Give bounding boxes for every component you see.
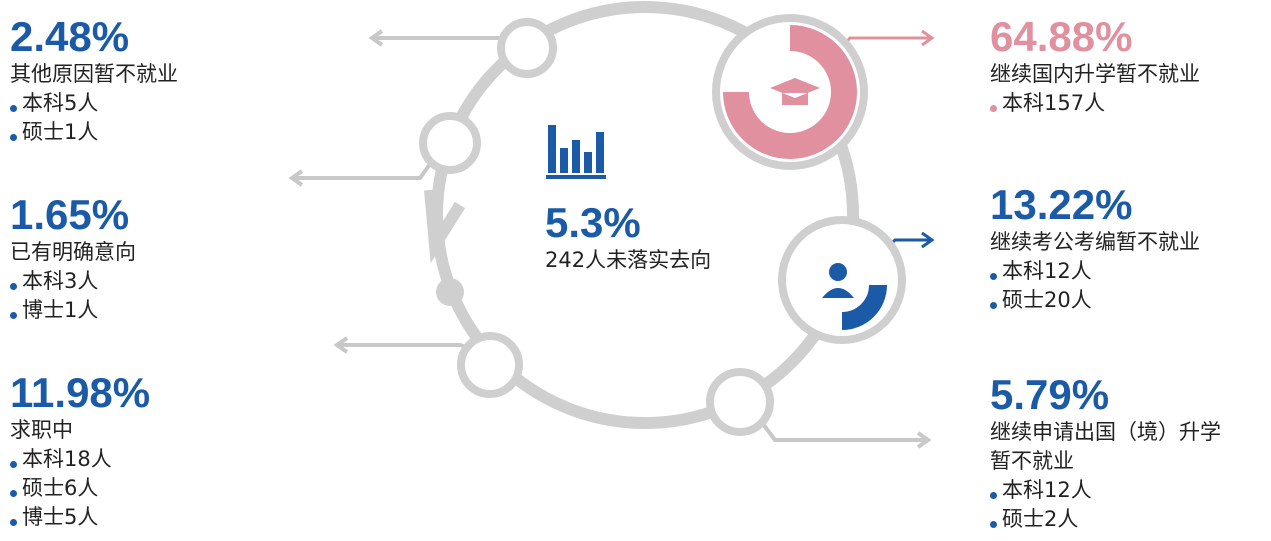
label: 继续国内升学暂不就业 (990, 62, 1200, 86)
label: 求职中 (10, 418, 73, 442)
bar-icon (546, 125, 606, 179)
center-label: 242人未落实去向 (545, 248, 712, 272)
percent: 64.88% (990, 13, 1133, 60)
bullet: 本科12人 (990, 257, 1200, 286)
pink-arc (723, 25, 857, 159)
label: 暂不就业 (990, 449, 1074, 473)
stat-item: 13.22% 继续考公考编暂不就业本科12人 硕士20人 (990, 182, 1200, 315)
bullet: 硕士6人 (10, 474, 150, 503)
percent: 1.65% (10, 191, 130, 238)
person-body (822, 288, 854, 298)
bullet: 博士5人 (10, 503, 150, 532)
bullet: 本科12人 (990, 476, 1221, 505)
stat-item: 1.65% 已有明确意向本科3人 博士1人 (10, 192, 136, 325)
label: 已有明确意向 (10, 240, 136, 264)
stat-item: 5.79% 继续申请出国（境）升学 暂不就业本科12人 硕士2人 (990, 372, 1221, 534)
center: 5.3% 242人未落实去向 (545, 200, 711, 275)
bullet: 硕士1人 (10, 118, 178, 147)
ring-arrow (424, 189, 466, 264)
label: 其他原因暂不就业 (10, 62, 178, 86)
bullet: 本科157人 (990, 89, 1200, 118)
bullet: 本科18人 (10, 445, 150, 474)
label: 继续考公考编暂不就业 (990, 230, 1200, 254)
bullet: 硕士20人 (990, 286, 1200, 315)
percent: 5.79% (990, 371, 1110, 418)
person-icon (829, 263, 847, 281)
bullet: 本科5人 (10, 89, 178, 118)
bullet: 硕士2人 (990, 505, 1221, 534)
percent: 13.22% (990, 181, 1133, 228)
bullet: 博士1人 (10, 296, 136, 325)
ring-dot (436, 278, 464, 306)
percent: 11.98% (10, 369, 151, 416)
blue-arc (841, 284, 887, 330)
stat-item: 2.48% 其他原因暂不就业本科5人 硕士1人 (10, 14, 178, 147)
percent: 2.48% (10, 13, 130, 60)
stat-item: 11.98% 求职中本科18人 硕士6人 博士5人 (10, 370, 150, 532)
center-percent: 5.3% (545, 199, 641, 246)
stat-item: 64.88% 继续国内升学暂不就业本科157人 (990, 14, 1200, 118)
bullet: 本科3人 (10, 267, 136, 296)
cap-icon (770, 78, 820, 105)
label: 继续申请出国（境）升学 (990, 420, 1221, 444)
